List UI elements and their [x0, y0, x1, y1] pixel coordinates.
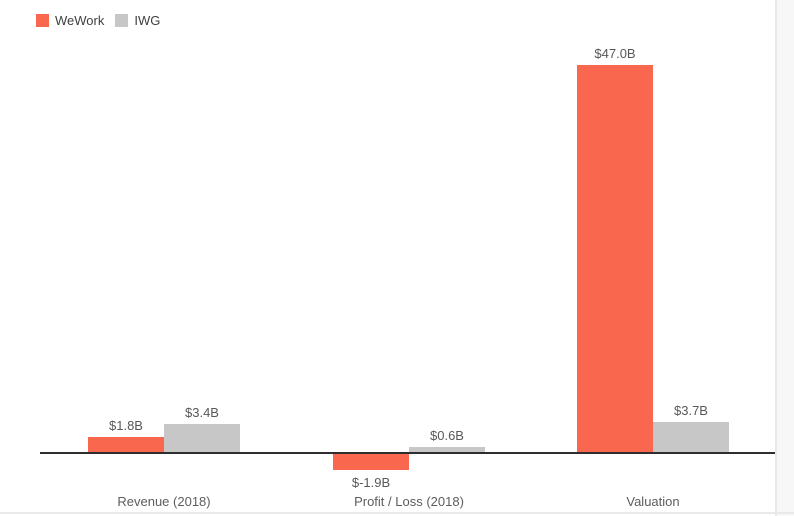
legend-label-wework: WeWork: [55, 13, 105, 28]
bar-iwg-3[interactable]: [653, 421, 729, 452]
bottom-border-divider: [0, 512, 794, 514]
right-border-divider: [775, 0, 777, 516]
bar-wework-2[interactable]: [333, 454, 409, 470]
value-label-wework-3: $47.0B: [594, 46, 636, 62]
value-label-iwg-2: $0.6B: [430, 428, 464, 444]
value-label-wework-2: $-1.9B: [351, 474, 391, 490]
legend-swatch-wework: [36, 14, 49, 27]
value-label-wework-1: $1.8B: [109, 418, 143, 434]
legend-swatch-iwg: [115, 14, 129, 27]
legend-item-iwg[interactable]: IWG: [115, 13, 160, 28]
value-label-iwg-3: $3.7B: [674, 402, 708, 418]
category-label-2: Profit / Loss (2018): [354, 494, 464, 509]
legend-label-iwg: IWG: [134, 13, 161, 28]
legend-item-wework[interactable]: WeWork: [36, 13, 104, 28]
bar-iwg-1[interactable]: [164, 424, 240, 452]
bar-iwg-2[interactable]: [409, 447, 485, 452]
x-axis-baseline: [40, 452, 776, 454]
category-label-3: Valuation: [626, 494, 680, 509]
right-gutter: [777, 0, 794, 516]
chart-legend: WeWork IWG: [36, 13, 160, 28]
bar-wework-1[interactable]: [88, 437, 164, 452]
category-label-1: Revenue (2018): [117, 494, 211, 509]
value-label-iwg-1: $3.4B: [185, 405, 219, 421]
bar-wework-3[interactable]: [577, 65, 653, 452]
